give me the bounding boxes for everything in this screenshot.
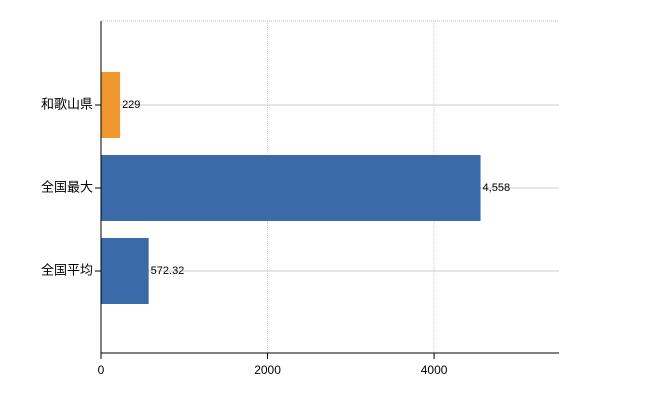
bar bbox=[101, 72, 121, 138]
value-label: 4,558 bbox=[483, 182, 511, 194]
value-label: 572.32 bbox=[151, 265, 185, 277]
x-tick-label: 0 bbox=[98, 363, 105, 377]
bar bbox=[101, 155, 481, 221]
x-tick-label: 2000 bbox=[254, 363, 281, 377]
y-tick-label: 全国平均 bbox=[41, 262, 93, 277]
value-label: 229 bbox=[122, 99, 140, 111]
y-tick-label: 全国最大 bbox=[41, 179, 93, 194]
x-tick-label: 4000 bbox=[421, 363, 448, 377]
y-tick-label: 和歌山県 bbox=[41, 96, 93, 111]
bar bbox=[101, 238, 149, 304]
